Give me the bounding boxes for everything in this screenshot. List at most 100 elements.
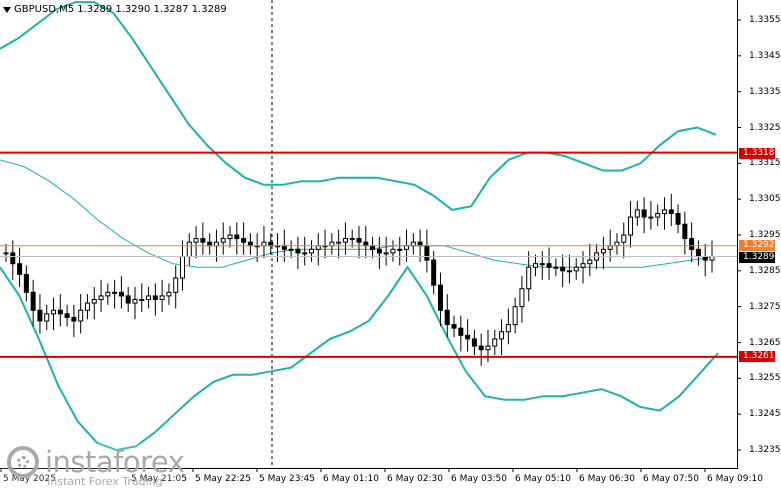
candle-body bbox=[580, 263, 586, 268]
candle-body bbox=[261, 241, 267, 247]
candle-body bbox=[329, 241, 335, 247]
instaforex-logo: instaforex Instant Forex Trading bbox=[0, 443, 185, 489]
price-tick-label: 1.3235 bbox=[749, 445, 781, 455]
price-tick-label: 1.3295 bbox=[749, 230, 781, 240]
candle-body bbox=[23, 273, 29, 293]
price-tick-label: 1.3245 bbox=[749, 409, 781, 420]
candle-body bbox=[465, 334, 471, 340]
candle-body bbox=[410, 241, 416, 247]
candle-body bbox=[125, 295, 131, 304]
candle-body bbox=[302, 252, 308, 255]
candle-body bbox=[437, 284, 443, 311]
time-tick-label: 5 May 21:05 bbox=[131, 474, 187, 484]
price-tick-label: 1.3275 bbox=[749, 301, 781, 312]
time-tick-label: 6 May 03:50 bbox=[451, 474, 507, 484]
time-tick-label: 5 May 23:45 bbox=[259, 474, 315, 484]
candle-body bbox=[146, 295, 152, 300]
candle-body bbox=[485, 345, 491, 351]
bollinger-lower-line bbox=[0, 265, 719, 452]
symbol-info: GBPUSD,M5 1.3289 1.3290 1.3287 1.3289 bbox=[3, 4, 227, 15]
candle-body bbox=[539, 263, 545, 266]
candle-body bbox=[288, 248, 294, 251]
candle-body bbox=[689, 238, 695, 250]
candle-body bbox=[607, 245, 613, 250]
candle-body bbox=[370, 245, 376, 250]
candle-body bbox=[668, 209, 674, 215]
price-tick-label: 1.3265 bbox=[749, 337, 781, 348]
price-tick-label: 1.3315 bbox=[749, 158, 781, 169]
candle-body bbox=[560, 266, 566, 272]
candle-body bbox=[139, 299, 145, 301]
price-tick-label: 1.3335 bbox=[749, 86, 781, 97]
candle-body bbox=[173, 277, 179, 293]
candle-body bbox=[336, 241, 342, 244]
candle-body bbox=[342, 238, 348, 243]
symbol-label: GBPUSD,M5 bbox=[14, 4, 75, 15]
candle-body bbox=[281, 245, 287, 250]
candle-body bbox=[519, 288, 525, 308]
candle-body bbox=[64, 313, 70, 318]
candle-body bbox=[505, 324, 511, 333]
candle-body bbox=[227, 234, 233, 240]
candle-body bbox=[193, 238, 199, 243]
price-tick-label: 1.3325 bbox=[749, 122, 781, 133]
candle-body bbox=[587, 259, 593, 265]
candle-body bbox=[553, 266, 559, 269]
candle-body bbox=[234, 234, 240, 240]
candle-body bbox=[614, 241, 620, 247]
candle-body bbox=[417, 241, 423, 247]
time-tick-label: 6 May 01:10 bbox=[323, 474, 379, 484]
candle-body bbox=[51, 309, 57, 315]
candle-body bbox=[695, 248, 701, 257]
candle-body bbox=[349, 238, 355, 241]
candle-body bbox=[105, 291, 111, 297]
candle-body bbox=[526, 266, 532, 290]
candle-body bbox=[180, 256, 185, 279]
candle-body bbox=[30, 291, 36, 311]
candle-body bbox=[132, 299, 138, 304]
candle-body bbox=[213, 241, 219, 247]
candle-body bbox=[397, 248, 403, 251]
price-tick-label: 1.3305 bbox=[749, 194, 781, 205]
candle-body bbox=[600, 248, 606, 254]
bid-price-tag: 1.3292 bbox=[739, 240, 775, 251]
candle-body bbox=[546, 263, 552, 268]
price-tick-label: 1.3345 bbox=[749, 50, 781, 61]
candle-body bbox=[390, 248, 396, 254]
candle-body bbox=[159, 295, 165, 300]
candle-body bbox=[682, 223, 688, 240]
candle-body bbox=[431, 259, 437, 286]
candle-body bbox=[112, 291, 118, 294]
candle-body bbox=[220, 238, 226, 243]
candle-body bbox=[675, 213, 681, 225]
candle-body bbox=[566, 270, 572, 273]
candle-body bbox=[648, 216, 654, 219]
candle-body bbox=[71, 316, 77, 322]
current-price-tag: 1.3289 bbox=[739, 252, 775, 263]
candle-body bbox=[247, 241, 253, 247]
candle-body bbox=[356, 238, 362, 243]
candle-body bbox=[458, 327, 464, 336]
candle-body bbox=[655, 213, 661, 218]
candle-body bbox=[451, 324, 457, 329]
candle-body bbox=[241, 238, 247, 243]
resistance-price-tag: 1.3318 bbox=[739, 148, 775, 159]
candle-body bbox=[186, 241, 192, 258]
candle-body bbox=[315, 245, 321, 250]
candle-body bbox=[44, 313, 50, 322]
candle-body bbox=[404, 245, 410, 250]
candle-body bbox=[84, 302, 90, 311]
candle-body bbox=[634, 209, 640, 218]
candle-body bbox=[383, 252, 389, 255]
dropdown-triangle-icon[interactable] bbox=[3, 6, 11, 13]
time-tick-label: 6 May 06:30 bbox=[579, 474, 635, 484]
candle-body bbox=[91, 299, 97, 304]
candle-body bbox=[268, 241, 274, 247]
candle-body bbox=[641, 209, 647, 218]
candle-body bbox=[424, 245, 430, 261]
candle-body bbox=[376, 248, 382, 254]
candle-body bbox=[533, 263, 538, 268]
instaforex-logo-icon bbox=[7, 446, 39, 478]
